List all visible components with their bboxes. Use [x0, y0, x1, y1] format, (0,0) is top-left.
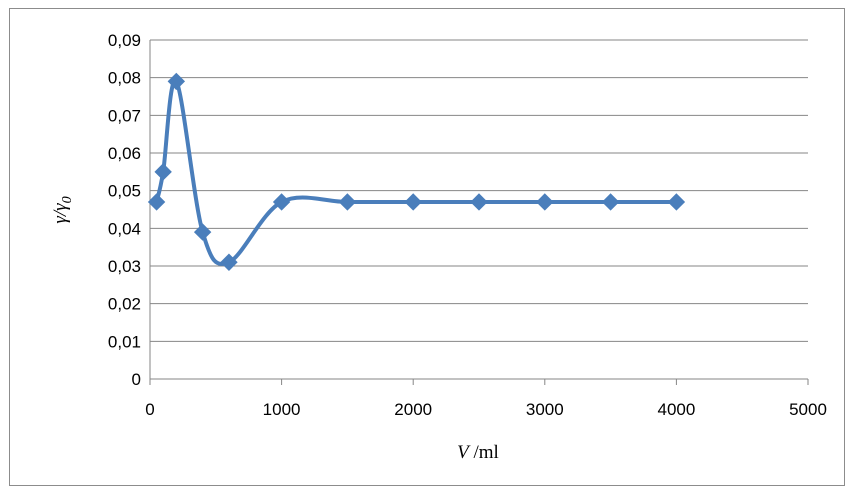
data-point: [667, 193, 686, 211]
series: [154, 78, 679, 266]
y-tick-label: 0,06: [108, 144, 141, 163]
x-tick-labels: 0 1000 2000 3000 4000 5000: [145, 400, 827, 419]
x-axis-label: V /ml: [457, 442, 499, 463]
y-tick-label: 0: [132, 370, 141, 389]
axes: [149, 40, 809, 385]
chart-frame: [9, 8, 845, 486]
y-axis-label-subscript: 0: [60, 196, 75, 203]
data-point: [272, 193, 291, 211]
data-point: [147, 193, 166, 211]
data-point: [220, 253, 238, 271]
x-tick-label: 5000: [789, 400, 827, 419]
y-tick-label: 0,03: [108, 257, 141, 276]
y-tick-label: 0,08: [108, 69, 141, 88]
data-point: [404, 193, 422, 211]
x-axis-label-variable: V: [457, 442, 471, 463]
x-axis-label-unit: /ml: [469, 442, 499, 463]
data-point: [536, 193, 554, 211]
series-line: [154, 78, 679, 266]
data-point: [193, 223, 212, 241]
data-point: [470, 193, 488, 211]
x-tick-label: 3000: [526, 400, 564, 419]
y-tick-labels: 0 0,01 0,02 0,03 0,04 0,05 0,06 0,07 0,08 0,09: [108, 31, 141, 389]
y-axis-label: γ/γ0: [50, 196, 75, 223]
data-point: [338, 193, 357, 211]
y-tick-label: 0,07: [108, 106, 141, 125]
x-tick-label: 4000: [657, 400, 695, 419]
y-tick-label: 0,01: [108, 332, 141, 351]
data-point: [167, 72, 186, 91]
data-point: [154, 163, 172, 181]
x-tick-label: 1000: [263, 400, 301, 419]
y-tick-label: 0,02: [108, 295, 141, 314]
data-point: [601, 193, 620, 211]
data-markers: [147, 72, 686, 271]
y-tick-label: 0,04: [108, 219, 141, 238]
x-tick-label: 2000: [394, 400, 432, 419]
y-tick-label: 0,05: [108, 182, 141, 201]
y-tick-label: 0,09: [108, 31, 141, 50]
gridlines: [150, 39, 808, 342]
x-tick-label: 0: [145, 400, 154, 419]
y-axis-label-main: γ/γ: [50, 203, 71, 224]
